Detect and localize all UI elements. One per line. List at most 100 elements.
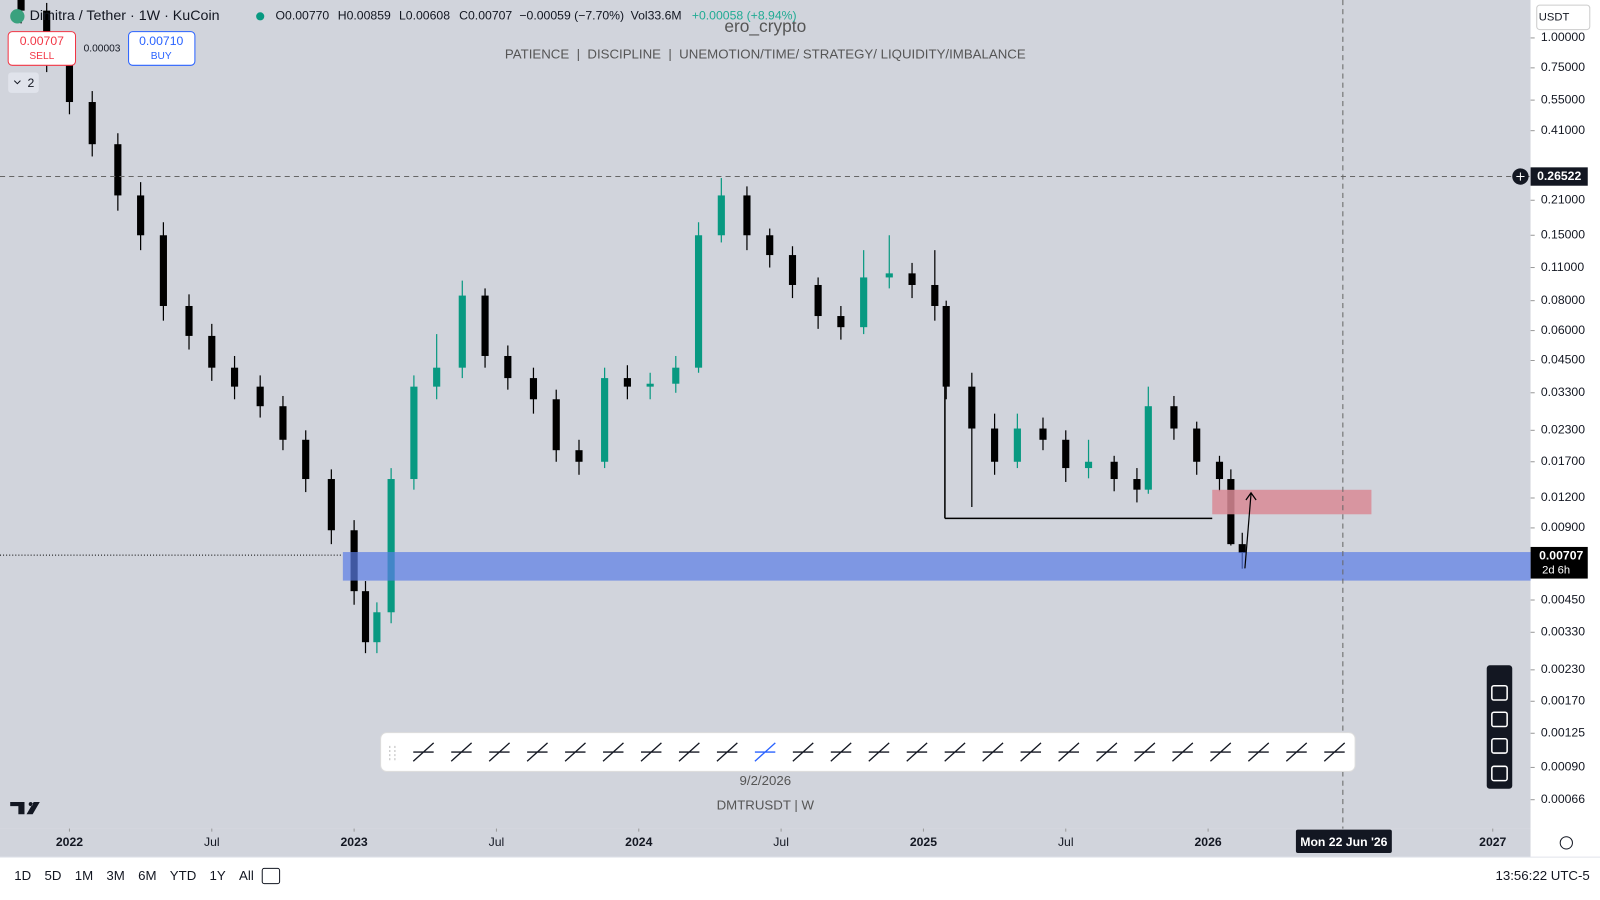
range-button[interactable]: 1D (14, 868, 31, 883)
sell-button[interactable] (7, 31, 77, 66)
tool-icon[interactable] (868, 742, 890, 762)
symbol-label: DMTRUSDT | W (717, 798, 815, 813)
tool-icon[interactable] (1096, 742, 1118, 762)
candle-body (279, 406, 287, 440)
tool-icon[interactable] (1020, 742, 1042, 762)
candle-body (672, 367, 680, 384)
tool-icon[interactable] (944, 742, 966, 762)
x-tick-label: 2027 (1479, 835, 1506, 849)
tool-icon[interactable] (716, 742, 738, 762)
range-button[interactable]: YTD (170, 868, 197, 883)
candle-body (256, 386, 264, 407)
candle-body (575, 450, 583, 462)
tool-icon[interactable] (1285, 742, 1308, 762)
tool-icon[interactable] (792, 742, 814, 762)
x-tick-label: 2023 (341, 835, 368, 849)
tool-icon[interactable] (830, 742, 852, 762)
tool-icon[interactable] (982, 742, 1004, 762)
candle-body (529, 378, 538, 400)
symbol-logo (10, 9, 25, 24)
candle-body (968, 386, 976, 429)
tool-icon[interactable] (412, 742, 435, 762)
range-button[interactable]: 1M (75, 868, 93, 883)
candle-body (1215, 461, 1224, 480)
spread: 0.00003 (84, 44, 121, 55)
tool-icon[interactable] (526, 742, 548, 762)
candle-body (433, 367, 441, 387)
tool-icon[interactable] (1058, 742, 1080, 762)
candle-body (504, 355, 512, 379)
range-button[interactable]: 5D (45, 868, 62, 883)
time-axis (0, 828, 1531, 858)
range-button[interactable]: All (239, 868, 254, 883)
candle-body (17, 0, 25, 11)
y-tick-label: 0.04500 (1541, 353, 1585, 367)
range-button[interactable]: 1Y (210, 868, 226, 883)
range-button[interactable]: 3M (106, 868, 124, 883)
x-tick-label: 2025 (910, 835, 937, 849)
tool-icon[interactable] (1134, 742, 1156, 762)
y-tick-label: 0.00125 (1541, 725, 1585, 739)
symbol-title[interactable]: Dimitra / Tether · 1W · KuCoin (30, 8, 220, 24)
candle-body (387, 479, 395, 613)
candle-body (65, 61, 74, 103)
currency-button[interactable] (1536, 4, 1591, 31)
watermark: ero_crypto (724, 16, 806, 36)
tool-icon[interactable] (450, 742, 473, 762)
candle-body (885, 273, 893, 278)
side-tool[interactable] (1491, 738, 1508, 754)
candle-body (373, 612, 381, 643)
candle-body (1170, 406, 1178, 429)
candle-body (302, 439, 310, 480)
side-tool[interactable] (1491, 765, 1508, 782)
settings-icon[interactable] (1559, 836, 1573, 850)
drawing-arrow-head (1245, 491, 1257, 501)
tool-icon[interactable] (1172, 742, 1194, 762)
tv-logo[interactable] (10, 802, 40, 815)
tool-icon[interactable] (1323, 742, 1346, 762)
last-price: 0.00707 (1539, 548, 1583, 562)
side-tool[interactable] (1491, 711, 1508, 728)
tool-icon[interactable] (640, 742, 662, 762)
candle-body (788, 255, 797, 285)
candle-body (743, 195, 751, 236)
candle-body (646, 383, 654, 387)
volume-change: +0.00058 (+8.94%) (692, 9, 797, 23)
ohlc-change: −0.00059 (−7.70%) (519, 9, 624, 23)
y-tick-label: 0.11000 (1541, 260, 1585, 274)
tool-icon[interactable] (754, 742, 776, 762)
tool-icon[interactable] (564, 742, 586, 762)
tool-icon[interactable] (906, 742, 928, 762)
last-price-box (1530, 546, 1588, 579)
tool-icon[interactable] (488, 742, 511, 762)
chevron (13, 80, 21, 85)
candle-body (1144, 406, 1152, 490)
crosshair-date: Mon 22 Jun '26 (1300, 835, 1387, 849)
tool-icon[interactable] (1247, 742, 1270, 762)
volume: Vol33.6M (631, 9, 682, 23)
indicators-count: 2 (28, 76, 35, 90)
candle-body (623, 378, 631, 387)
candle-body (185, 305, 193, 336)
date-range-icon[interactable] (261, 867, 281, 885)
demand-zone (342, 552, 1531, 581)
tool-icon[interactable] (602, 742, 624, 762)
candle-body (137, 195, 145, 236)
candle-body (1110, 461, 1118, 480)
tool-icon[interactable] (678, 742, 700, 762)
indicators-toggle[interactable] (8, 72, 39, 93)
ohlc-high: H0.00859 (338, 9, 391, 23)
y-tick-label: 0.21000 (1541, 193, 1585, 207)
y-tick-label: 0.03300 (1541, 385, 1585, 399)
tool-icon[interactable] (1209, 742, 1232, 762)
buy-button[interactable] (128, 31, 196, 66)
crosshair-price-box (1530, 167, 1588, 186)
candle-body (552, 399, 560, 451)
side-tool[interactable] (1491, 684, 1508, 701)
currency: USDT (1539, 11, 1570, 23)
range-button[interactable]: 6M (138, 868, 156, 883)
price-axis (1530, 0, 1600, 858)
crosshair-date-box (1295, 829, 1392, 854)
